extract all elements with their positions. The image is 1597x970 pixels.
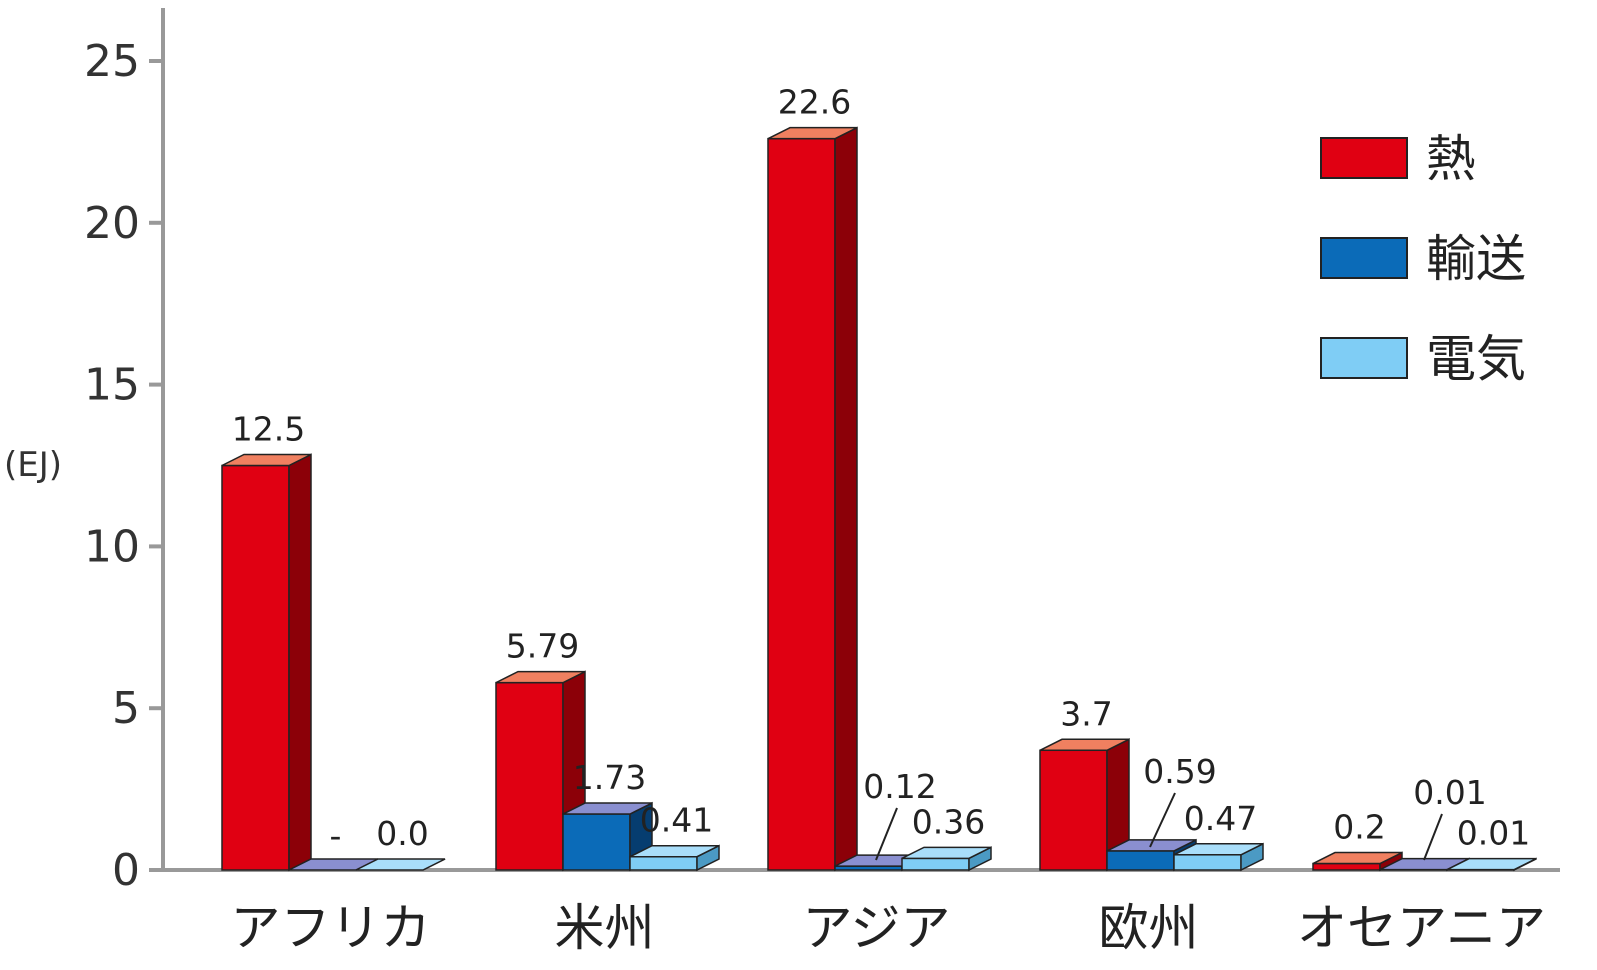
category-label: アフリカ — [231, 899, 431, 957]
axes: 0 5 10 15 20 25 (EJ) アフリカ 米州 アジア 欧州 オセアニア — [4, 8, 1560, 957]
bar — [901, 846, 992, 872]
legend-item: 輸送 — [1320, 230, 1526, 288]
value-leader-line — [1423, 813, 1443, 861]
bar-front — [1039, 749, 1108, 871]
legend-swatch — [1320, 237, 1408, 279]
value-label: 0.59 — [1143, 752, 1216, 791]
y-axis-unit-label: (EJ) — [4, 445, 62, 485]
bar-front — [767, 137, 836, 871]
bar-front — [562, 813, 631, 871]
y-tick-label: 0 — [112, 845, 140, 896]
bar-side — [834, 126, 858, 872]
bar-front — [901, 857, 970, 871]
value-leader-line — [1149, 792, 1176, 848]
y-tick-label: 15 — [84, 360, 140, 411]
value-label: 0.0 — [376, 814, 428, 853]
legend-label: 電気 — [1426, 330, 1526, 388]
legend-swatch — [1320, 337, 1408, 379]
bar-top — [562, 802, 653, 815]
bar-top — [901, 846, 992, 860]
value-label: 1.73 — [573, 758, 646, 797]
value-label: 0.41 — [640, 801, 713, 840]
y-tick-label: 5 — [112, 683, 140, 734]
value-label: 22.6 — [778, 83, 851, 122]
legend-swatch — [1320, 137, 1408, 179]
value-label: 5.79 — [506, 627, 579, 666]
bar-front — [629, 855, 698, 871]
category-label: オセアニア — [1297, 899, 1546, 957]
bar-top — [629, 844, 720, 858]
value-label: 0.01 — [1413, 773, 1486, 812]
bar-front — [495, 681, 564, 871]
bar-top — [495, 670, 586, 684]
legend-label: 熱 — [1426, 130, 1476, 188]
value-label: 0.12 — [863, 767, 936, 806]
bar-top — [767, 126, 858, 140]
bar — [629, 844, 720, 872]
value-label: - — [330, 816, 342, 855]
y-tick-label: 25 — [84, 36, 140, 87]
category-label: アジア — [803, 899, 951, 957]
value-label: 0.01 — [1457, 814, 1530, 853]
bar — [1312, 851, 1403, 872]
value-leader-line — [875, 807, 898, 861]
category-label: 欧州 — [1099, 899, 1199, 957]
bar — [1039, 738, 1130, 872]
bar — [767, 126, 858, 872]
bar-front — [1312, 862, 1381, 871]
bar-top — [1446, 857, 1537, 871]
bar-top — [355, 858, 446, 871]
bars — [221, 126, 1537, 872]
bar-front — [1173, 854, 1242, 871]
legend-item: 電気 — [1320, 330, 1526, 388]
bar-top — [1173, 843, 1264, 856]
bar — [1173, 842, 1264, 872]
value-label: 0.36 — [912, 802, 985, 841]
y-tick-label: 20 — [84, 198, 140, 249]
value-label: 0.47 — [1184, 799, 1257, 838]
value-label: 0.2 — [1333, 808, 1385, 847]
legend-item: 熱 — [1320, 130, 1476, 188]
value-label: 12.5 — [232, 410, 305, 449]
bar-front — [221, 464, 290, 871]
value-label: 3.7 — [1060, 694, 1112, 733]
y-tick-label: 10 — [84, 521, 140, 572]
bar-top — [221, 453, 312, 467]
bar — [1446, 857, 1537, 872]
category-label: 米州 — [555, 899, 655, 957]
bar-top — [1312, 851, 1403, 865]
legend-label: 輸送 — [1426, 230, 1526, 288]
bar — [355, 858, 446, 871]
bar — [221, 453, 312, 872]
bar-side — [288, 453, 312, 872]
value-labels: 12.5 5.79 22.6 3.7 0.2 - 1.73 0.12 0.59 0.01 0.0 0.… — [232, 83, 1530, 861]
bar-front — [1106, 850, 1175, 871]
bar-top — [1039, 738, 1130, 752]
